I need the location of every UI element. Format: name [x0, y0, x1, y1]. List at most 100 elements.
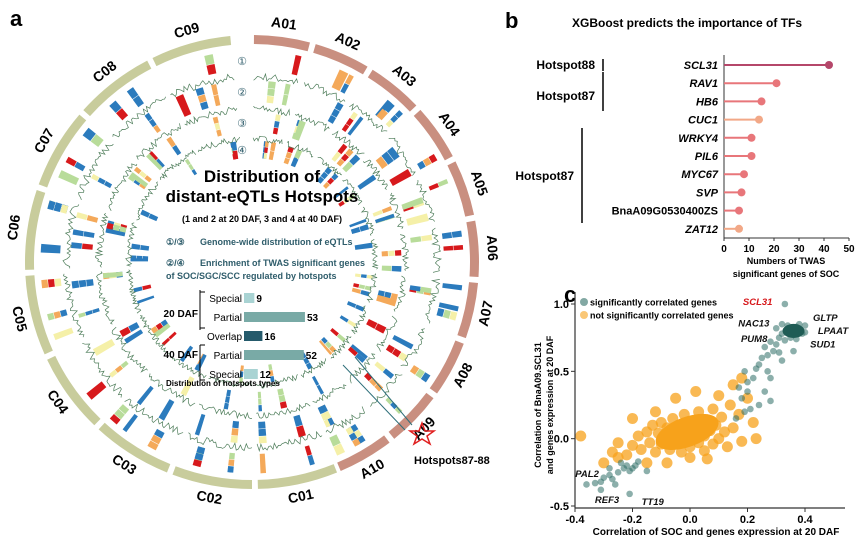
- enrichment-tile: [349, 154, 361, 166]
- enrichment-tile: [342, 161, 353, 173]
- enrichment-tile: [391, 265, 402, 272]
- enrichment-tile: [337, 143, 348, 155]
- scatter-point: [790, 347, 797, 355]
- eqtl-distribution-line: [366, 273, 378, 303]
- chromosome-label: C09: [172, 19, 201, 41]
- enrichment-tile: [401, 197, 424, 210]
- hotspot-group-label: Hotspot87: [515, 169, 574, 183]
- scatter-point: [744, 378, 751, 386]
- eqtl-distribution-line: [125, 222, 138, 267]
- enrichment-tile: [374, 323, 387, 334]
- enrichment-tile: [281, 94, 289, 106]
- hotspot-type-label: Special: [209, 294, 242, 305]
- enrichment-tile: [149, 151, 159, 161]
- scatter-point: [719, 426, 730, 438]
- enrichment-tile: [417, 160, 426, 170]
- enrichment-tile: [153, 322, 171, 338]
- enrichment-tile: [180, 376, 195, 397]
- enrichment-tile: [128, 175, 136, 182]
- enrichment-tile: [83, 231, 95, 238]
- gene-annotation: SUD1: [810, 339, 835, 350]
- scatter-point: [758, 354, 766, 362]
- gene-annotation: REF3: [595, 495, 620, 506]
- eqtl-distribution-line: [370, 239, 379, 270]
- enrichment-tile: [40, 243, 61, 254]
- enrichment-tile: [375, 156, 384, 164]
- enrichment-tile: [104, 181, 113, 189]
- lollipop-dot: [740, 170, 748, 179]
- eqtl-distribution-line: [198, 136, 241, 153]
- eqtl-distribution-line: [256, 430, 323, 453]
- lollipop-dot: [735, 224, 743, 233]
- eqtl-distribution-line: [111, 326, 148, 373]
- scatter-point: [761, 388, 769, 395]
- enrichment-tile: [383, 154, 394, 165]
- enrichment-tile: [344, 74, 354, 85]
- enrichment-tile: [382, 100, 395, 113]
- eqtl-distribution-line: [94, 213, 109, 268]
- panel-c-scatter: c -0.4 -0.2 0.0 0.2 0.4 -0.5 0.0 0.5 1.0 signific…: [533, 282, 849, 538]
- enrichment-tile: [269, 370, 274, 377]
- eqtl-distribution-line: [136, 123, 181, 160]
- b-category-label: CUC1: [688, 115, 718, 127]
- hotspot-type-label: Overlap: [207, 332, 242, 343]
- hotspot-type-label: Special: [209, 370, 242, 381]
- enrichment-tile: [449, 311, 458, 321]
- scatter-point: [621, 449, 633, 461]
- eqtl-distribution-line: [159, 149, 197, 180]
- enrichment-tile: [349, 218, 367, 228]
- eqtl-distribution-line: [393, 275, 406, 312]
- scatter-marks: -0.4 -0.2 0.0 0.2 0.4 -0.5 0.0 0.5 1.0 significan…: [550, 292, 849, 526]
- enrichment-tile: [172, 144, 182, 156]
- chromosome-label: C06: [4, 213, 24, 241]
- eqtl-distribution-line: [342, 179, 363, 206]
- enrichment-tile: [323, 419, 331, 428]
- enrichment-tile: [131, 243, 141, 250]
- enrichment-tile: [279, 401, 288, 409]
- chromosome-label: C02: [195, 487, 223, 507]
- enrichment-tile: [258, 436, 267, 444]
- enrichment-tile: [142, 284, 152, 291]
- enrichment-tile: [206, 64, 217, 75]
- hotspot-types-title: Distribution of hotspots types: [166, 379, 280, 388]
- enrichment-tile: [372, 209, 383, 217]
- enrichment-tile: [360, 274, 367, 279]
- enrichment-tile: [92, 308, 100, 314]
- chromosome-c09-ring: [152, 36, 232, 67]
- track-marker: ①: [237, 56, 247, 68]
- enrichment-tile: [358, 284, 366, 290]
- chromosome-label: C01: [286, 486, 315, 507]
- enrichment-tile: [232, 420, 240, 429]
- enrichment-tile: [303, 357, 310, 365]
- enrichment-tile: [86, 279, 94, 287]
- enrichment-tile: [109, 369, 118, 378]
- enrichment-tile: [387, 146, 396, 155]
- panel-a-label: a: [10, 6, 23, 31]
- enrichment-tile: [340, 83, 350, 94]
- eqtl-distribution-line: [300, 358, 326, 379]
- scatter-point: [626, 490, 633, 498]
- enrichment-tile: [369, 377, 378, 387]
- enrichment-tile: [305, 362, 313, 370]
- enrichment-tile: [388, 250, 395, 257]
- eqtl-distribution-line: [199, 403, 253, 420]
- enrichment-tile: [230, 435, 238, 443]
- chromosome-a10-ring: [337, 435, 390, 471]
- b-x-tick-label: 0: [721, 244, 727, 255]
- b-category-label: SVP: [696, 187, 719, 199]
- eqtl-distribution-line: [170, 73, 235, 98]
- chromosome-label: A05: [468, 168, 492, 198]
- enrichment-tile: [71, 280, 80, 289]
- chromosome-c04-ring: [47, 355, 101, 426]
- hotspot-type-value: 9: [256, 294, 262, 305]
- scatter-point: [735, 384, 743, 391]
- c-y-tick-label: -0.5: [550, 501, 569, 513]
- enrichment-tile: [232, 150, 239, 160]
- enrichment-tile: [347, 116, 364, 136]
- enrichment-tile: [258, 421, 266, 429]
- hotspot-type-value: 52: [306, 351, 318, 362]
- enrichment-tile: [130, 258, 149, 262]
- enrichment-tile: [224, 396, 230, 403]
- hotspot-type-label: Partial: [214, 313, 242, 324]
